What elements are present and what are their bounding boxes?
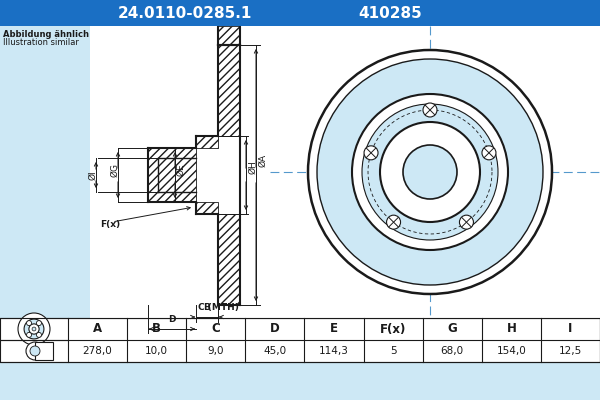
Circle shape [18,313,50,345]
Text: 410285: 410285 [358,6,422,20]
Text: ØI: ØI [88,170,97,180]
Text: 9,0: 9,0 [208,346,224,356]
Text: Abbildung ähnlich: Abbildung ähnlich [3,30,89,39]
Bar [270,26,600,318]
Text: ØA: ØA [258,154,267,166]
Text: 5: 5 [390,346,397,356]
Bar [148,148,196,202]
Text: C: C [211,322,220,336]
Circle shape [403,145,457,199]
Text: E: E [330,322,338,336]
Text: 10,0: 10,0 [145,346,168,356]
Circle shape [26,342,44,360]
Bar [196,136,218,148]
Circle shape [29,324,39,334]
Text: I: I [568,322,572,336]
Bar [218,45,240,136]
Text: D: D [270,322,280,336]
Text: F(x): F(x) [100,220,120,228]
Text: 154,0: 154,0 [496,346,526,356]
Text: H: H [506,322,516,336]
Circle shape [380,122,480,222]
Text: D: D [168,315,176,324]
Circle shape [308,50,552,294]
Text: 45,0: 45,0 [263,346,286,356]
Text: Illustration similar: Illustration similar [3,38,79,47]
Bar [0,0,600,26]
Circle shape [423,103,437,117]
Circle shape [386,215,401,229]
Bar [0,318,600,362]
Text: B: B [203,303,211,312]
Circle shape [482,146,496,160]
Text: 24.0110-0285.1: 24.0110-0285.1 [118,6,252,20]
Circle shape [37,321,41,326]
Circle shape [362,104,498,240]
Text: F(x): F(x) [380,322,406,336]
Text: ØE: ØE [176,164,185,176]
Text: 114,3: 114,3 [319,346,349,356]
Bar [90,26,360,318]
Circle shape [460,215,473,229]
Circle shape [30,346,40,356]
Text: C (MTH): C (MTH) [198,303,239,312]
Circle shape [37,332,41,337]
Circle shape [26,321,32,326]
Circle shape [364,146,378,160]
Circle shape [26,332,32,337]
Circle shape [32,327,36,331]
Bar [35,342,53,360]
Bar [196,202,218,214]
Bar [218,214,240,305]
Text: G: G [448,322,457,336]
Text: 12,5: 12,5 [559,346,582,356]
Circle shape [24,319,44,339]
Circle shape [317,59,543,285]
Text: 68,0: 68,0 [440,346,464,356]
Bar [218,26,240,45]
Text: 278,0: 278,0 [83,346,112,356]
Text: ØH: ØH [248,160,257,174]
Text: ØG: ØG [110,163,119,177]
Text: A: A [93,322,102,336]
Circle shape [352,94,508,250]
Text: B: B [152,322,161,336]
